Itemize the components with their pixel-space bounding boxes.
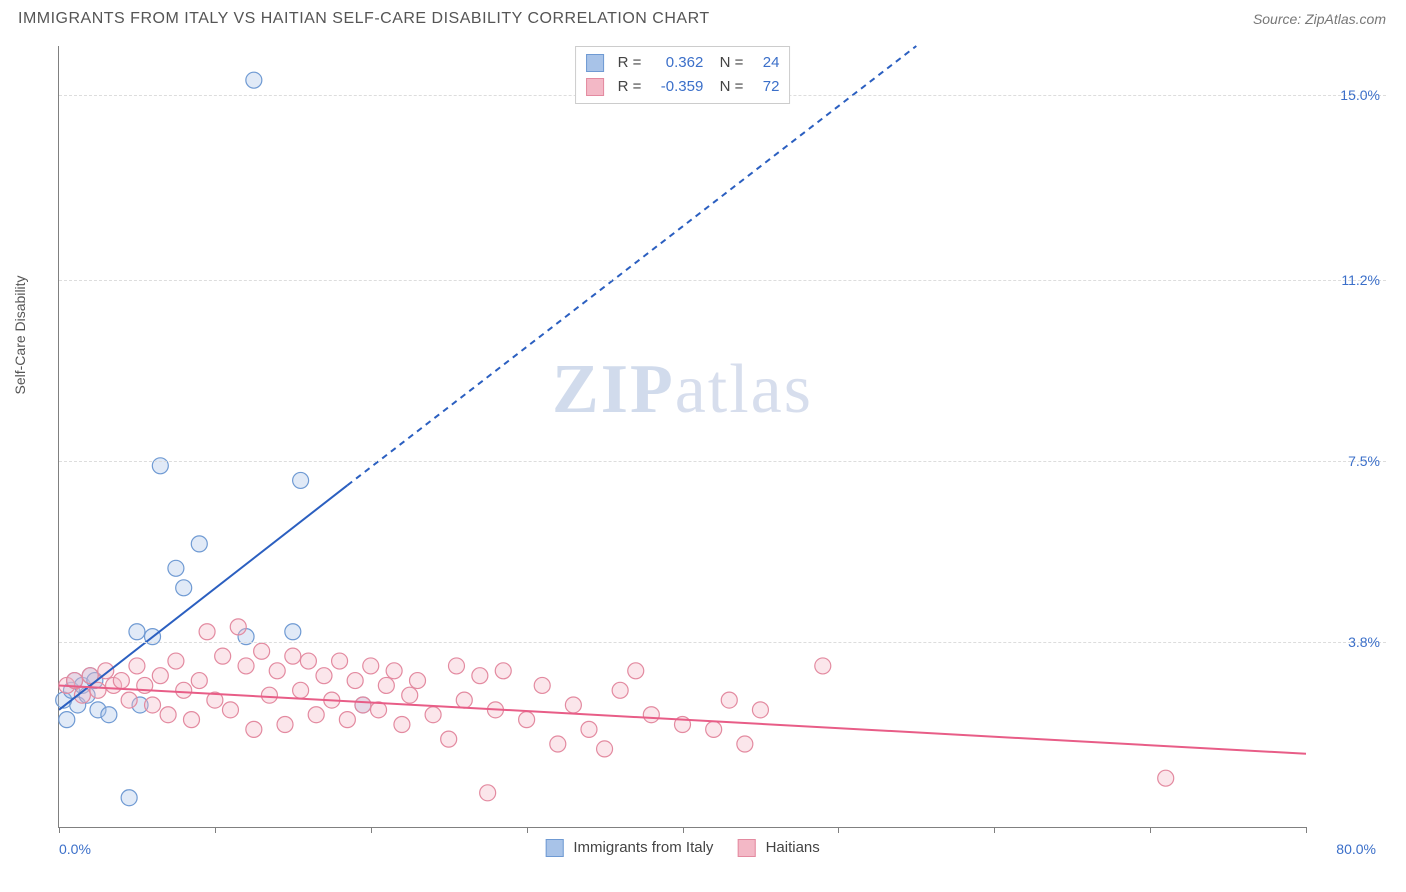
y-axis-label: Self-Care Disability [12,275,28,394]
x-axis-min-label: 0.0% [59,841,91,857]
legend-row-italy: R = 0.362 N = 24 [586,51,780,75]
chart-container: Self-Care Disability ZIPatlas R = 0.362 … [18,36,1386,872]
plot-area: ZIPatlas R = 0.362 N = 24 R = -0.359 N =… [58,46,1306,828]
chart-title: IMMIGRANTS FROM ITALY VS HAITIAN SELF-CA… [18,10,710,28]
y-tick-label: 3.8% [1348,634,1380,650]
correlation-legend: R = 0.362 N = 24 R = -0.359 N = 72 [575,46,791,104]
legend-swatch-italy [586,54,604,72]
legend-swatch-haitians [586,78,604,96]
scatter-svg [59,46,1306,827]
legend-row-haitians: R = -0.359 N = 72 [586,75,780,99]
legend-item-haitians: Haitians [737,839,819,857]
source-attribution: Source: ZipAtlas.com [1253,11,1386,27]
y-tick-label: 15.0% [1340,87,1380,103]
legend-swatch-haitians-bottom [737,839,755,857]
series-legend: Immigrants from Italy Haitians [545,839,820,857]
x-axis-max-label: 80.0% [1336,841,1376,857]
legend-item-italy: Immigrants from Italy [545,839,713,857]
y-tick-label: 11.2% [1341,272,1380,288]
legend-swatch-italy-bottom [545,839,563,857]
y-tick-label: 7.5% [1348,453,1380,469]
